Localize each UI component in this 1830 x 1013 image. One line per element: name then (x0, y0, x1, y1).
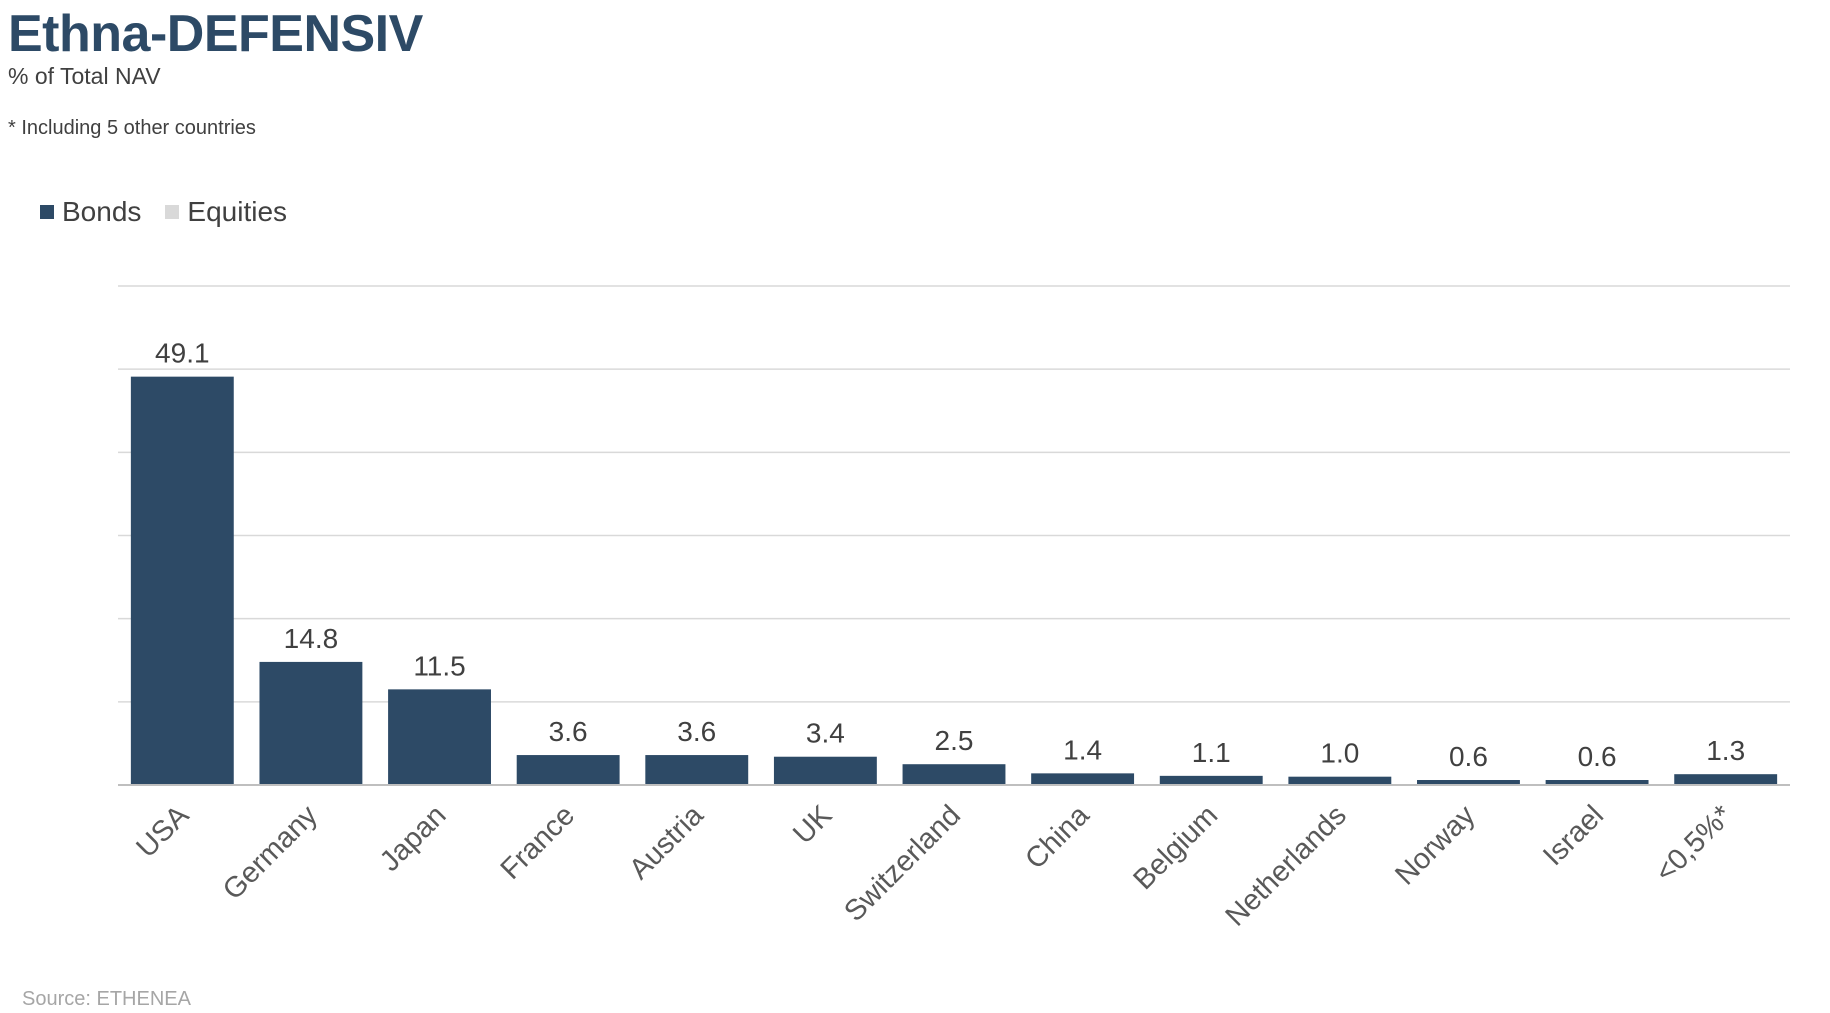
data-label-3: 3.6 (549, 716, 588, 747)
data-label-9: 1.0 (1320, 738, 1359, 769)
bar-5 (773, 756, 877, 785)
x-tick-label-6: Switzerland (838, 799, 967, 928)
data-label-11: 0.6 (1578, 741, 1617, 772)
chart-title: Ethna-DEFENSIV (8, 5, 423, 63)
x-tick-label-12: <0,5%* (1649, 799, 1738, 888)
data-label-8: 1.1 (1192, 737, 1231, 768)
data-label-10: 0.6 (1449, 741, 1488, 772)
data-label-7: 1.4 (1063, 734, 1102, 765)
legend-item-equities: Equities (165, 196, 287, 228)
x-tick-label-8: Belgium (1127, 799, 1224, 896)
bar-4 (645, 755, 749, 785)
bar-9 (1288, 776, 1392, 785)
data-label-5: 3.4 (806, 718, 845, 749)
x-tick-label-2: Japan (374, 799, 452, 877)
bar-11 (1545, 780, 1649, 785)
data-label-1: 14.8 (284, 623, 339, 654)
legend-swatch-equities (165, 205, 180, 219)
data-label-0: 49.1 (155, 338, 210, 369)
legend-item-bonds: Bonds (40, 196, 141, 228)
x-tick-label-5: UK (787, 799, 839, 851)
bar-3 (516, 755, 620, 785)
data-label-4: 3.6 (677, 716, 716, 747)
bar-1 (259, 661, 363, 785)
bar-12 (1674, 774, 1778, 785)
bar-0 (130, 376, 234, 785)
bar-10 (1417, 780, 1520, 785)
x-tick-label-4: Austria (623, 799, 710, 886)
x-tick-label-9: Netherlands (1220, 799, 1353, 932)
source-note: Source: ETHENEA (22, 988, 191, 1010)
x-tick-label-10: Norway (1389, 799, 1481, 891)
data-label-2: 11.5 (413, 650, 465, 681)
x-tick-label-3: France (495, 799, 581, 885)
bar-6 (902, 764, 1006, 785)
x-tick-label-0: USA (130, 799, 195, 864)
data-label-12: 1.3 (1706, 735, 1745, 766)
chart-legend: Bonds Equities (40, 196, 311, 228)
x-tick-label-1: Germany (217, 799, 324, 906)
x-tick-label-11: Israel (1537, 799, 1610, 872)
chart-subtitle: % of Total NAV (8, 63, 161, 89)
legend-label-bonds: Bonds (62, 196, 142, 227)
bar-7 (1031, 773, 1135, 785)
bar-2 (388, 689, 491, 785)
x-tick-label-7: China (1019, 799, 1096, 876)
bar-8 (1159, 775, 1263, 785)
chart-footnote: * Including 5 other countries (8, 117, 256, 139)
legend-swatch-bonds (40, 205, 54, 219)
data-label-6: 2.5 (935, 725, 974, 756)
legend-label-equities: Equities (187, 196, 288, 227)
